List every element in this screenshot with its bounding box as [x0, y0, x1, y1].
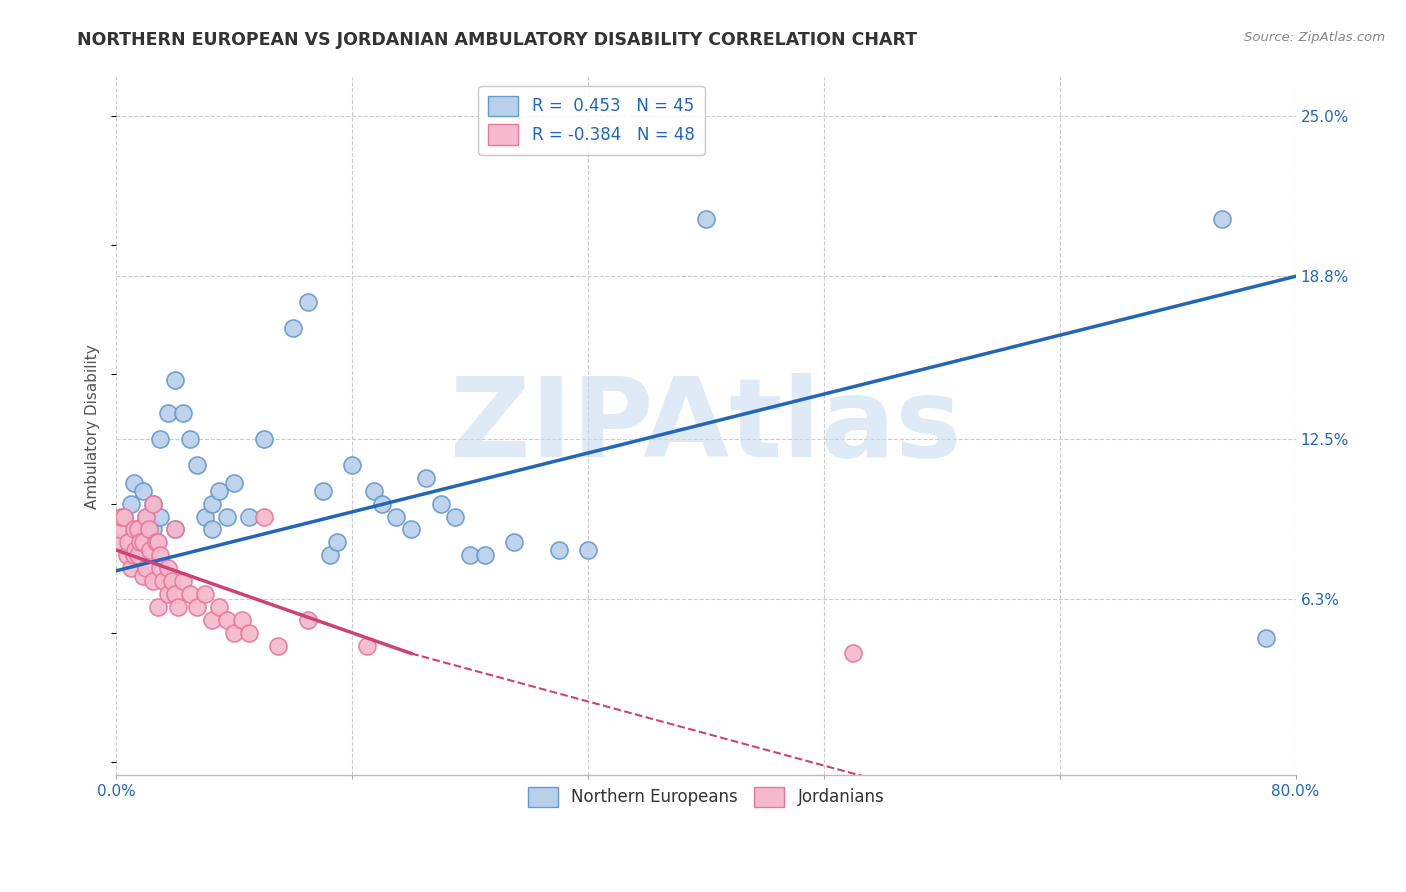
- Point: [124, 543, 146, 558]
- Point: [186, 458, 208, 472]
- Point: [201, 613, 224, 627]
- Point: [132, 483, 155, 498]
- Point: [842, 647, 865, 661]
- Point: [127, 523, 149, 537]
- Point: [149, 432, 172, 446]
- Point: [224, 625, 246, 640]
- Point: [194, 509, 217, 524]
- Point: [139, 543, 162, 558]
- Point: [120, 561, 142, 575]
- Point: [122, 523, 145, 537]
- Point: [356, 639, 378, 653]
- Point: [283, 321, 305, 335]
- Point: [215, 613, 238, 627]
- Point: [224, 475, 246, 490]
- Point: [415, 471, 437, 485]
- Point: [135, 509, 157, 524]
- Point: [201, 497, 224, 511]
- Point: [267, 639, 290, 653]
- Point: [162, 574, 184, 588]
- Text: ZIPAtlas: ZIPAtlas: [450, 373, 962, 480]
- Point: [297, 613, 319, 627]
- Point: [165, 523, 187, 537]
- Point: [142, 497, 165, 511]
- Point: [115, 549, 138, 563]
- Point: [165, 373, 187, 387]
- Point: [340, 458, 363, 472]
- Point: [142, 497, 165, 511]
- Point: [105, 535, 128, 549]
- Point: [122, 549, 145, 563]
- Point: [117, 535, 139, 549]
- Point: [156, 587, 179, 601]
- Point: [253, 509, 276, 524]
- Point: [132, 535, 155, 549]
- Point: [1254, 631, 1277, 645]
- Point: [138, 523, 160, 537]
- Point: [576, 543, 599, 558]
- Point: [110, 509, 132, 524]
- Point: [142, 523, 165, 537]
- Point: [385, 509, 408, 524]
- Point: [370, 497, 392, 511]
- Point: [112, 509, 135, 524]
- Point: [311, 483, 333, 498]
- Point: [326, 535, 349, 549]
- Point: [108, 523, 131, 537]
- Point: [179, 587, 201, 601]
- Point: [179, 432, 201, 446]
- Point: [128, 535, 150, 549]
- Point: [122, 475, 145, 490]
- Point: [149, 509, 172, 524]
- Legend: Northern Europeans, Jordanians: Northern Europeans, Jordanians: [519, 779, 893, 815]
- Point: [444, 509, 467, 524]
- Point: [167, 599, 190, 614]
- Point: [474, 549, 496, 563]
- Point: [132, 569, 155, 583]
- Text: NORTHERN EUROPEAN VS JORDANIAN AMBULATORY DISABILITY CORRELATION CHART: NORTHERN EUROPEAN VS JORDANIAN AMBULATOR…: [77, 31, 918, 49]
- Point: [127, 523, 149, 537]
- Point: [208, 599, 231, 614]
- Point: [149, 561, 172, 575]
- Point: [458, 549, 481, 563]
- Point: [1211, 212, 1233, 227]
- Point: [135, 561, 157, 575]
- Point: [297, 295, 319, 310]
- Point: [146, 599, 169, 614]
- Point: [152, 574, 174, 588]
- Y-axis label: Ambulatory Disability: Ambulatory Disability: [86, 343, 100, 508]
- Point: [238, 625, 260, 640]
- Point: [120, 497, 142, 511]
- Point: [135, 509, 157, 524]
- Point: [363, 483, 385, 498]
- Point: [695, 212, 717, 227]
- Text: Source: ZipAtlas.com: Source: ZipAtlas.com: [1244, 31, 1385, 45]
- Point: [186, 599, 208, 614]
- Point: [201, 523, 224, 537]
- Point: [165, 587, 187, 601]
- Point: [172, 406, 194, 420]
- Point: [165, 523, 187, 537]
- Point: [172, 574, 194, 588]
- Point: [127, 549, 149, 563]
- Point: [156, 406, 179, 420]
- Point: [142, 574, 165, 588]
- Point: [253, 432, 276, 446]
- Point: [547, 543, 569, 558]
- Point: [319, 549, 342, 563]
- Point: [156, 561, 179, 575]
- Point: [145, 535, 167, 549]
- Point: [149, 549, 172, 563]
- Point: [399, 523, 422, 537]
- Point: [429, 497, 451, 511]
- Point: [503, 535, 526, 549]
- Point: [208, 483, 231, 498]
- Point: [215, 509, 238, 524]
- Point: [146, 535, 169, 549]
- Point: [194, 587, 217, 601]
- Point: [231, 613, 253, 627]
- Point: [112, 509, 135, 524]
- Point: [238, 509, 260, 524]
